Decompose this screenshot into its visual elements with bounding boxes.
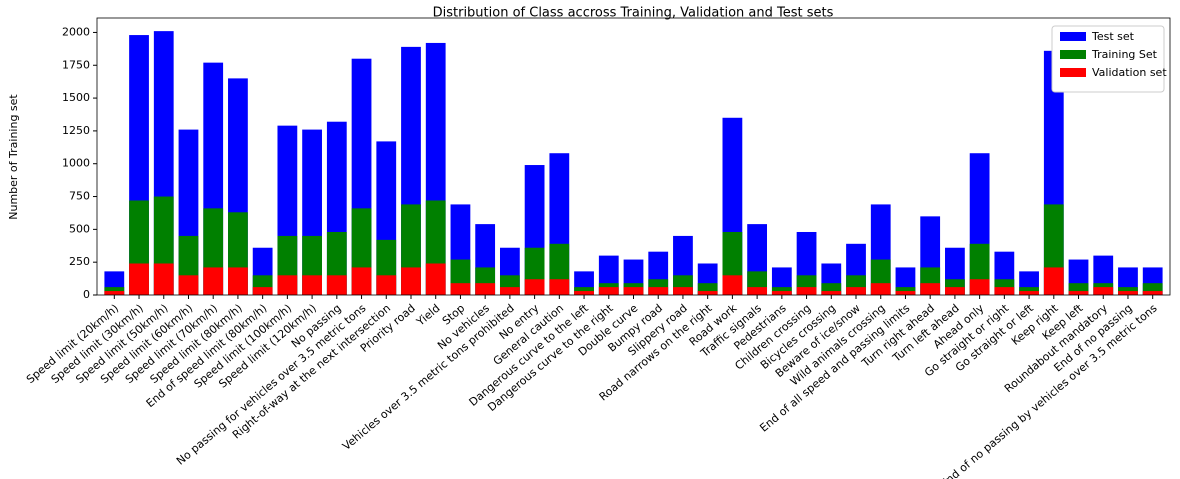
bar (747, 287, 768, 295)
bar (821, 291, 842, 295)
bar (648, 287, 669, 295)
y-tick-label: 750 (69, 190, 90, 203)
y-tick-label: 1750 (62, 58, 90, 71)
bar (1019, 291, 1039, 295)
bar (524, 279, 545, 295)
bar (945, 287, 965, 295)
legend-swatch (1060, 50, 1086, 59)
bar (697, 283, 718, 295)
legend-label: Training Set (1091, 48, 1158, 61)
bar (994, 287, 1015, 295)
bar (895, 291, 916, 295)
bar (228, 267, 248, 295)
chart-title: Distribution of Class accross Training, … (433, 6, 834, 21)
bar (598, 287, 619, 295)
bar (1118, 291, 1138, 295)
bar (796, 287, 817, 295)
bar (549, 279, 570, 295)
x-tick-label: Yield (413, 302, 442, 329)
bar (1068, 291, 1089, 295)
bar (376, 275, 397, 295)
bar (153, 263, 174, 295)
bar (920, 283, 941, 295)
y-tick-label: 1250 (62, 124, 90, 137)
y-tick-label: 0 (83, 288, 90, 301)
bar (129, 263, 149, 295)
bar (178, 275, 199, 295)
y-tick-label: 1500 (62, 91, 90, 104)
bar (1068, 283, 1089, 295)
bar (1093, 287, 1114, 295)
y-axis-label: Number of Training set (7, 94, 20, 220)
bar (821, 283, 842, 295)
bar (302, 275, 322, 295)
bar (1142, 283, 1163, 295)
y-tick-label: 500 (69, 222, 90, 235)
bar (401, 267, 421, 295)
bar (499, 287, 520, 295)
bar (574, 291, 594, 295)
bar (104, 291, 125, 295)
bar (450, 283, 471, 295)
bar (722, 275, 743, 295)
bar (697, 291, 718, 295)
bar (252, 287, 273, 295)
bar (673, 287, 693, 295)
bar (351, 267, 372, 295)
bar (870, 283, 891, 295)
bar (846, 287, 866, 295)
bar (203, 267, 224, 295)
legend-swatch (1060, 68, 1086, 77)
bar (1043, 267, 1064, 295)
legend-swatch (1060, 32, 1086, 41)
bar (475, 283, 496, 295)
bar (623, 287, 644, 295)
bar (771, 291, 792, 295)
legend-label: Validation set (1092, 66, 1167, 79)
bar (1142, 291, 1163, 295)
bar (969, 279, 990, 295)
y-tick-label: 2000 (62, 25, 90, 38)
bar (425, 263, 446, 295)
bar (326, 275, 347, 295)
y-tick-label: 250 (69, 255, 90, 268)
bar (277, 275, 298, 295)
y-tick-label: 1000 (62, 157, 90, 170)
legend-label: Test set (1091, 30, 1135, 43)
